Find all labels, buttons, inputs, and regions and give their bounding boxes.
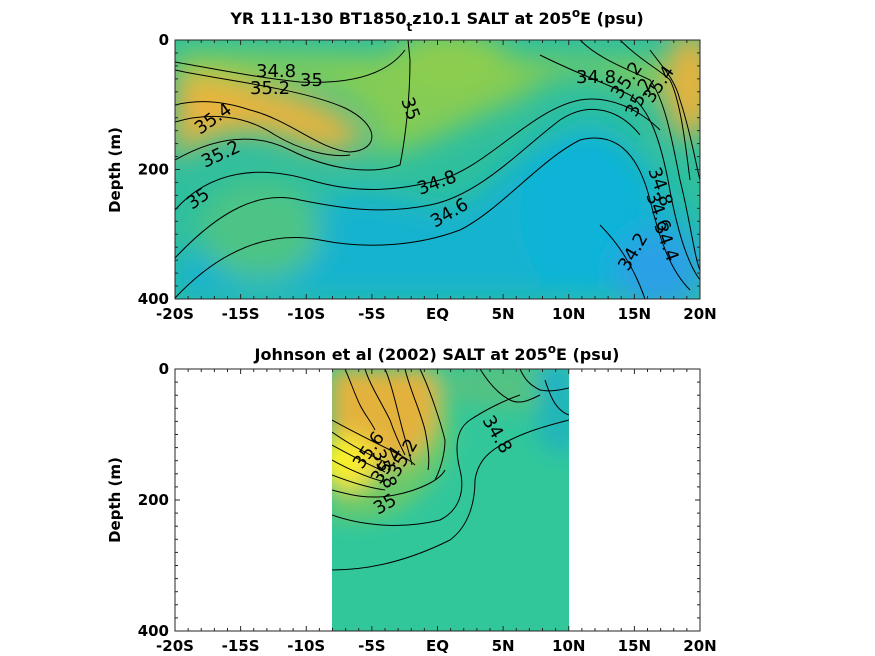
bottom-x-tick-label: -10S: [287, 637, 325, 655]
top-x-tick-label: 20N: [683, 305, 716, 323]
bottom-x-tick-label: 20N: [683, 637, 716, 655]
top-contours: [175, 40, 700, 299]
top-x-tick-label: -20S: [156, 305, 194, 323]
bottom-chart-title: Johnson et al (2002) SALT at 205oE (psu): [254, 342, 620, 364]
bottom-y-tick-label: 400: [138, 622, 169, 640]
top-heatmap-field: [175, 40, 700, 299]
bottom-x-tick-label: 10N: [552, 637, 585, 655]
bottom-x-tick-label: 5N: [492, 637, 515, 655]
bottom-y-tick-label: 200: [138, 491, 169, 509]
top-y-tick-label: 200: [138, 161, 169, 179]
top-title-main: YR 111-130 BT1850: [229, 9, 406, 28]
top-y-tick-label: 0: [159, 31, 169, 49]
top-x-tick-label: -10S: [287, 305, 325, 323]
bottom-contours: [332, 369, 569, 571]
bottom-axes-ticks: -20S -15S -10S -5S EQ 5N 10N 15N 20N 0 200 400: [138, 360, 717, 655]
bottom-x-tick-label: EQ: [426, 637, 449, 655]
contour-label: 35: [300, 70, 323, 91]
top-x-tick-label: 10N: [552, 305, 585, 323]
top-x-tick-label: -5S: [358, 305, 385, 323]
bottom-x-tick-label: -5S: [358, 637, 385, 655]
top-axes-ticks: -20S -15S -10S -5S EQ 5N 10N 15N 20N 0 200 400: [138, 31, 717, 323]
contour-label: 35.2: [250, 78, 290, 99]
bottom-y-tick-label: 0: [159, 360, 169, 378]
contour-label: 34.8: [576, 67, 616, 88]
bottom-y-axis-label: Depth (m): [106, 457, 124, 543]
top-title-subscript: t: [406, 20, 412, 34]
bottom-heatmap-field: [332, 369, 569, 631]
top-x-tick-label: 5N: [492, 305, 515, 323]
top-title-rest: z10.1 SALT at 205: [412, 9, 572, 28]
bottom-title-superscript: o: [548, 342, 556, 356]
bottom-x-tick-label: -15S: [222, 637, 260, 655]
top-x-tick-label: -15S: [222, 305, 260, 323]
top-x-tick-label: 15N: [618, 305, 651, 323]
bottom-title-end: E (psu): [556, 345, 620, 364]
bottom-x-tick-label: 15N: [618, 637, 651, 655]
top-y-tick-label: 400: [138, 290, 169, 308]
top-title-superscript: o: [572, 6, 580, 20]
bottom-x-tick-label: -20S: [156, 637, 194, 655]
top-title-end: E (psu): [580, 9, 644, 28]
top-chart-title: YR 111-130 BT1850tz10.1 SALT at 205oE (p…: [229, 6, 643, 34]
bottom-title-main: Johnson et al (2002) SALT at 205: [254, 345, 548, 364]
top-y-axis-label: Depth (m): [106, 127, 124, 213]
contour-label: 34.8: [256, 61, 296, 82]
top-x-tick-label: EQ: [426, 305, 449, 323]
